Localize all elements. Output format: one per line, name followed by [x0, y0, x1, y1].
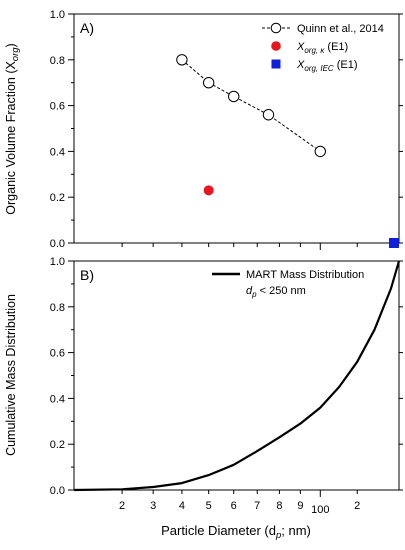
x-tick-label: 8	[276, 500, 282, 512]
panel-a-y-ticks: 0.0 0.2 0.4 0.6 0.8 1.0	[50, 9, 403, 250]
panel-b-y-ticks: 0.0 0.2 0.4 0.6 0.8 1.0	[50, 256, 403, 497]
quinn-point	[314, 145, 326, 158]
quinn-point	[228, 90, 240, 103]
panel-a-frame	[73, 13, 400, 244]
panel-a-marks	[176, 54, 399, 248]
x-tick-label: 6	[231, 500, 237, 512]
quinn-point	[262, 109, 275, 121]
legend-item-quinn: Quinn et al., 2014	[262, 22, 384, 35]
x-tick-label: 3	[150, 500, 156, 512]
panel-b: B) 0.0 0.2 0.4 0.6 0.8 1.0 2 3 4 5 6 7 8 9 100 2 Cumul…	[4, 256, 403, 541]
mart-mass-line	[73, 260, 401, 492]
y-tick-label: 0.4	[50, 393, 65, 405]
x-tick-label: 5	[206, 500, 212, 512]
xorg-kappa-point	[203, 185, 214, 196]
y-tick-label: 0.6	[50, 101, 65, 113]
panel-a-y-axis-title: Organic Volume Fraction (Xorg)	[4, 43, 21, 214]
panel-b-marks	[73, 260, 401, 492]
y-tick-label: 0.2	[50, 192, 65, 204]
y-tick-label: 0.8	[50, 55, 65, 67]
panel-b-label: B)	[80, 267, 94, 283]
x-axis-title: Particle Diameter (dp; nm)	[161, 523, 311, 541]
panel-a-x-ticks	[121, 243, 358, 250]
quinn-line	[181, 59, 321, 152]
y-tick-label: 0.2	[50, 439, 65, 451]
panel-a: A) 0.0 0.2 0.4 0.6 0.8 1.0 Organic Volume Fra…	[4, 9, 403, 250]
panel-b-frame	[73, 260, 400, 491]
panel-a-legend: Quinn et al., 2014 Xorg, κ (E1) Xorg, IE…	[262, 22, 384, 73]
legend-xorg-kappa-label: Xorg, κ (E1)	[296, 41, 348, 55]
panel-b-legend: MART Mass Distribution dp < 250 nm	[212, 269, 364, 299]
y-tick-label: 1.0	[50, 256, 65, 268]
legend-xorg-iec-marker	[271, 59, 281, 69]
panel-a-label: A)	[80, 20, 94, 36]
legend-item-xorg-kappa: Xorg, κ (E1)	[271, 41, 348, 55]
legend-quinn-marker	[270, 22, 282, 34]
x-tick-label: 7	[254, 500, 260, 512]
y-tick-label: 0.0	[50, 238, 65, 250]
x-tick-label: 2	[354, 500, 360, 512]
y-tick-label: 0.6	[50, 348, 65, 360]
legend-xorg-iec-label: Xorg, IEC (E1)	[296, 59, 358, 73]
legend-mart-range: dp < 250 nm	[246, 285, 306, 299]
xorg-iec-point	[389, 238, 399, 248]
x-tick-label: 9	[297, 500, 303, 512]
legend-item-xorg-iec: Xorg, IEC (E1)	[271, 59, 358, 73]
legend-mart-label: MART Mass Distribution	[246, 269, 364, 281]
legend-quinn-label: Quinn et al., 2014	[297, 23, 384, 35]
quinn-point	[176, 54, 188, 66]
x-tick-label: 100	[311, 504, 329, 516]
legend-xorg-kappa-marker	[271, 41, 281, 51]
panel-b-y-axis-title: Cumulative Mass Distribution	[4, 294, 18, 456]
quinn-point	[202, 77, 215, 89]
x-tick-label: 4	[179, 500, 185, 512]
x-tick-label: 2	[119, 500, 125, 512]
panel-b-x-ticks: 2 3 4 5 6 7 8 9 100 2	[119, 490, 360, 516]
y-tick-label: 0.4	[50, 146, 65, 158]
y-tick-label: 0.0	[50, 485, 65, 497]
y-tick-label: 1.0	[50, 9, 65, 21]
y-tick-label: 0.8	[50, 302, 65, 314]
